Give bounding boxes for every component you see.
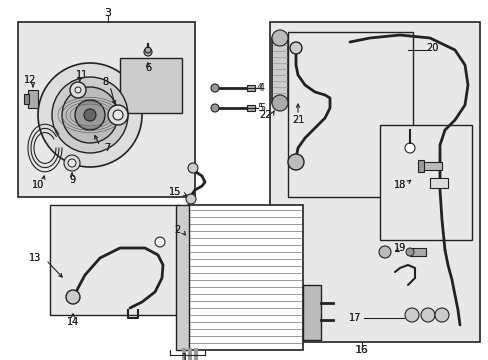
Text: 1: 1 [182,353,188,360]
Text: 12: 12 [24,75,36,85]
Text: 2: 2 [174,225,180,235]
Bar [269,22,479,342]
Bar [176,205,189,350]
Circle shape [145,47,151,53]
Text: 2: 2 [174,225,180,235]
Bar [421,162,441,170]
Text: 9: 9 [69,175,75,185]
Text: 16: 16 [354,345,368,355]
Text: 15: 15 [168,187,181,197]
Circle shape [434,308,448,322]
Text: 12: 12 [24,75,36,85]
Bar [28,90,38,108]
Bar [18,22,195,197]
Circle shape [378,246,390,258]
Text: 22: 22 [258,110,271,120]
Circle shape [64,155,80,171]
Text: 5: 5 [256,103,263,113]
Text: 6: 6 [144,63,151,73]
Text: 8: 8 [102,77,108,87]
Bar [303,285,320,340]
Circle shape [210,84,219,92]
Circle shape [155,237,164,247]
Circle shape [113,110,123,120]
Bar [379,125,471,240]
Text: 3: 3 [104,8,111,18]
Text: 18: 18 [393,180,406,190]
Text: 6: 6 [144,63,151,73]
Text: 11: 11 [76,70,88,80]
Text: 17: 17 [348,313,361,323]
Circle shape [287,154,304,170]
Text: 5: 5 [258,103,264,113]
Circle shape [66,290,80,304]
Text: 19: 19 [393,243,406,253]
Text: 20: 20 [425,43,437,53]
Bar [50,205,180,315]
Circle shape [289,42,302,54]
Circle shape [52,77,128,153]
Circle shape [75,100,105,130]
Circle shape [420,308,434,322]
Text: 20: 20 [425,43,437,53]
Text: 9: 9 [69,175,75,185]
Text: 21: 21 [291,115,304,125]
Text: 13: 13 [29,253,41,263]
Bar [187,205,303,350]
Text: 10: 10 [32,180,44,190]
Circle shape [84,109,96,121]
Text: 7: 7 [103,143,110,153]
Circle shape [70,82,86,98]
Circle shape [187,163,198,173]
Circle shape [185,194,196,204]
Text: 1: 1 [182,353,188,360]
Circle shape [404,143,414,153]
Circle shape [271,30,287,46]
Text: 15: 15 [168,187,181,197]
Circle shape [404,308,418,322]
Text: 16: 16 [355,345,367,355]
Circle shape [143,48,152,56]
Circle shape [62,87,118,143]
Bar [24,94,29,104]
Bar [429,178,447,188]
Bar [417,160,423,172]
Bar [271,38,287,103]
Text: 4: 4 [256,83,263,93]
Circle shape [271,95,287,111]
Circle shape [210,104,219,112]
Text: 18: 18 [393,180,406,190]
Text: 4: 4 [259,83,264,93]
Text: 21: 21 [291,115,304,125]
Bar [287,32,412,197]
Circle shape [68,159,76,167]
Bar [246,85,254,91]
Circle shape [405,248,413,256]
Text: 17: 17 [348,313,361,323]
Bar [120,58,182,113]
Text: 7: 7 [103,143,110,153]
Text: 14: 14 [67,317,79,327]
Text: 11: 11 [76,70,88,80]
Circle shape [75,87,81,93]
Bar [246,105,254,111]
Bar [409,248,425,256]
Text: 10: 10 [32,180,44,190]
Circle shape [108,105,128,125]
Text: 22: 22 [258,110,271,120]
Text: 3: 3 [104,8,111,18]
Circle shape [38,63,142,167]
Text: 8: 8 [102,77,108,87]
Text: 13: 13 [29,253,41,263]
Text: 19: 19 [393,243,406,253]
Text: 14: 14 [67,317,79,327]
